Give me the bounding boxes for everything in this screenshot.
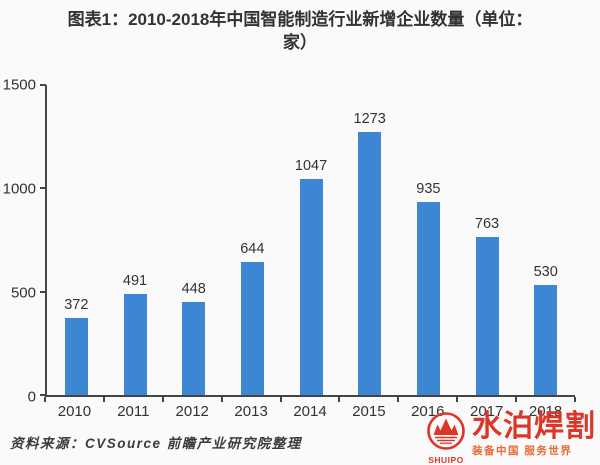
bar-group: 1047 xyxy=(282,85,341,395)
bar-value-label: 372 xyxy=(64,297,89,314)
y-tick-label: 0 xyxy=(27,388,36,406)
bar-value-label: 935 xyxy=(416,180,441,197)
x-ticks xyxy=(44,395,576,402)
bar-group: 491 xyxy=(106,85,165,395)
bar: 763 xyxy=(475,216,499,395)
x-tick-label: 2013 xyxy=(234,403,268,420)
bar-group: 935 xyxy=(399,85,458,395)
x-tick-mark xyxy=(44,397,46,402)
logo-brand-cn: 水泊焊割 xyxy=(472,409,596,443)
x-tick-mark xyxy=(220,397,223,402)
bar-group: 1273 xyxy=(340,85,399,395)
y-tick-mark xyxy=(40,290,46,293)
bar-group: 644 xyxy=(223,85,282,395)
x-tick-label: 2011 xyxy=(117,403,150,420)
y-tick-label: 1000 xyxy=(2,180,36,198)
chart-title-line2: 家） xyxy=(283,33,317,53)
plot-area: 372 491 448 644 1047 1273 935 763 530 xyxy=(40,84,575,397)
x-tick-label: 2010 xyxy=(57,403,92,420)
bar-group: 763 xyxy=(458,85,517,395)
x-tick-label: 2018 xyxy=(528,403,563,420)
x-tick-mark xyxy=(102,397,105,402)
bar-value-label: 530 xyxy=(533,264,558,281)
bar-value-label: 644 xyxy=(240,240,265,257)
x-tick-mark xyxy=(161,397,164,402)
bar: 644 xyxy=(240,241,264,395)
x-tick-mark xyxy=(574,397,576,402)
source-line: 资料来源：CVSource 前瞻产业研究院整理 xyxy=(10,436,302,451)
y-tick-mark xyxy=(40,187,46,190)
y-axis-labels: 0 500 1000 1500 xyxy=(0,77,38,406)
bar: 935 xyxy=(416,181,440,395)
x-tick-mark xyxy=(456,397,459,402)
bar: 1047 xyxy=(295,158,327,395)
bar: 448 xyxy=(182,281,206,395)
logo-emblem-column: SHUIPO xyxy=(423,411,469,465)
x-tick-label: 2017 xyxy=(469,403,504,420)
bar: 1273 xyxy=(354,111,386,395)
x-tick-label: 2014 xyxy=(293,403,327,420)
y-tick-label: 1500 xyxy=(2,76,36,94)
bar-value-label: 1047 xyxy=(294,157,328,174)
bar-group: 448 xyxy=(164,85,223,395)
bar: 530 xyxy=(534,264,558,395)
bar-value-label: 1273 xyxy=(353,110,386,127)
logo-brand-en: SHUIPO xyxy=(428,454,464,465)
x-tick-label: 2012 xyxy=(175,403,209,420)
logo-text-column: 水泊焊割 装备中国 服务世界 xyxy=(472,409,596,459)
x-tick-mark xyxy=(338,397,341,402)
bars: 372 491 448 644 1047 1273 935 763 530 xyxy=(47,85,575,395)
x-tick-mark xyxy=(397,397,400,402)
bar: 491 xyxy=(123,273,147,395)
y-tick-mark xyxy=(40,394,46,396)
bar-value-label: 491 xyxy=(122,272,148,289)
watermark-logo: SHUIPO 水泊焊割 装备中国 服务世界 xyxy=(423,409,596,465)
x-tick-label: 2015 xyxy=(352,403,386,420)
bar-group: 372 xyxy=(47,85,106,395)
bar-value-label: 448 xyxy=(181,281,206,298)
y-tick-mark xyxy=(40,84,46,86)
bar-group: 530 xyxy=(516,85,575,395)
shuipo-emblem-icon xyxy=(426,411,466,455)
x-tick-mark xyxy=(279,397,282,402)
x-axis-labels: 2010 2011 2012 2013 2014 2015 2016 2017 2018 xyxy=(45,403,575,420)
chart-title: 图表1：2010-2018年中国智能制造行业新增企业数量（单位： 家） xyxy=(0,8,600,55)
logo-tagline: 装备中国 服务世界 xyxy=(472,445,573,457)
y-tick-label: 500 xyxy=(10,284,36,302)
bar-value-label: 763 xyxy=(474,216,500,233)
chart-title-line1: 图表1：2010-2018年中国智能制造行业新增企业数量（单位： xyxy=(67,10,533,29)
x-tick-mark xyxy=(515,397,518,402)
bar: 372 xyxy=(64,297,88,395)
